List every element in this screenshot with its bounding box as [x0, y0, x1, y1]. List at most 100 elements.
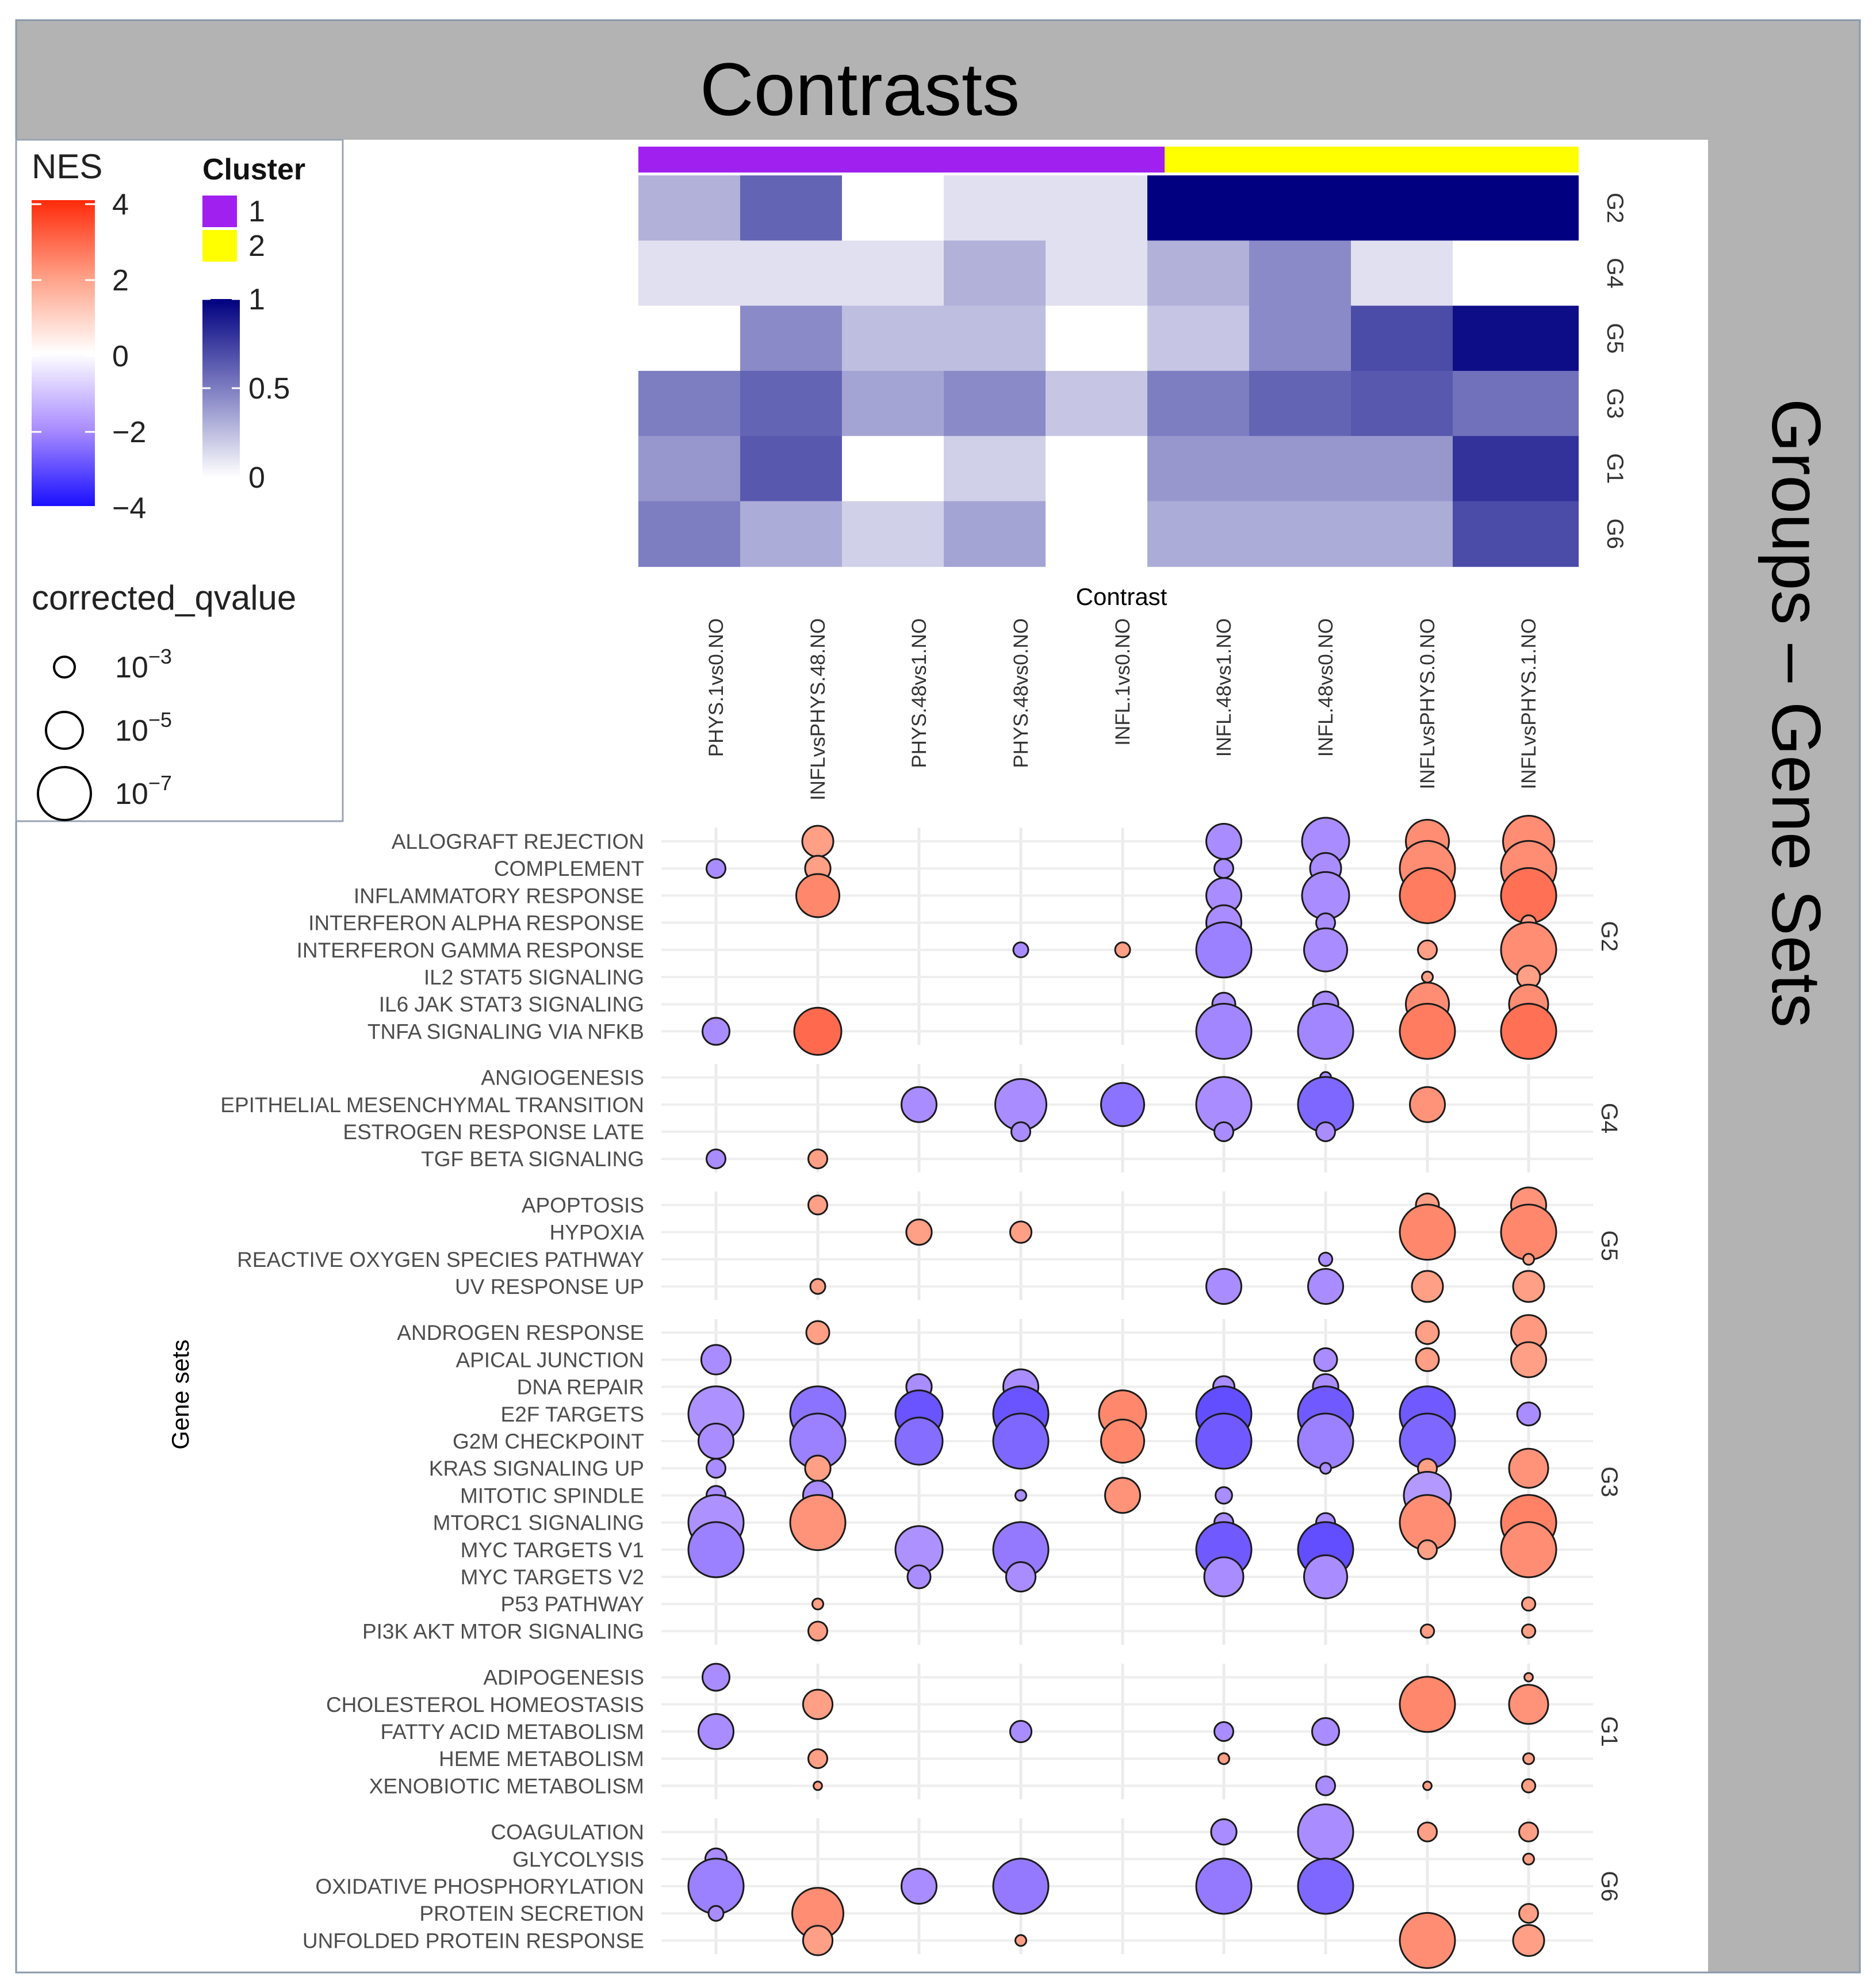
bubble — [1104, 1477, 1141, 1514]
bubble — [1417, 939, 1438, 960]
heatmap-cell — [944, 436, 1046, 502]
bubble — [1301, 871, 1350, 920]
cluster-key — [202, 196, 237, 227]
bubble — [1508, 1447, 1549, 1489]
heatmap-cell — [944, 501, 1046, 567]
heatmap-cell — [842, 240, 944, 307]
gene-label: HEME METABOLISM — [439, 1747, 644, 1771]
bubble — [1415, 1320, 1440, 1345]
gene-label: XENOBIOTIC METABOLISM — [369, 1774, 644, 1798]
bubble — [805, 1320, 830, 1345]
contrast-labels: PHYS.1vs0.NO INFLvsPHYS.48.NO PHYS.48vs1.N… — [705, 618, 1540, 800]
gene-label: DNA REPAIR — [517, 1376, 644, 1399]
heatmap-cell — [638, 370, 741, 437]
gene-label: REACTIVE OXYGEN SPECIES PATHWAY — [237, 1248, 644, 1271]
bubble — [1409, 1086, 1446, 1123]
bubble — [1508, 1684, 1549, 1725]
heatmap: G2 G4 G5 G3 G1 G6 — [638, 147, 1628, 567]
bubble — [894, 1416, 944, 1466]
qvalue-key-label: 10−5 — [115, 708, 172, 748]
heatmap-cell — [1351, 305, 1453, 371]
heatmap-cell — [1351, 175, 1453, 242]
gene-label: ADIPOGENESIS — [483, 1666, 644, 1690]
cluster-legend: Cluster 12 00.51 — [202, 153, 305, 495]
heatmap-cell — [638, 175, 741, 242]
cluster-key-label: 2 — [248, 229, 265, 263]
bubble — [1518, 1903, 1539, 1924]
bubble — [1319, 1462, 1332, 1475]
contrast-label: INFL.48vs1.NO — [1213, 618, 1235, 757]
cluster-key — [202, 230, 237, 262]
bubble — [1522, 1852, 1535, 1866]
nes-legend: NES 4 2 0 −2 −4 — [32, 147, 146, 525]
bubble — [1421, 971, 1434, 983]
heatmap-cell — [1351, 436, 1453, 502]
gene-label: TNFA SIGNALING VIA NFKB — [367, 1020, 644, 1043]
heatmap-cell — [1147, 370, 1250, 437]
heatmap-row-label: G2 — [1602, 193, 1628, 223]
gene-label: INFLAMMATORY RESPONSE — [354, 884, 644, 907]
bubble — [1521, 1778, 1537, 1794]
gene-label: MTORC1 SIGNALING — [433, 1511, 644, 1535]
bubble — [1417, 1821, 1438, 1843]
bubble — [1318, 1251, 1334, 1267]
heatmap-cell — [1351, 501, 1453, 567]
qvalue-legend-title: corrected_qvalue — [32, 579, 296, 617]
bubble — [1510, 1341, 1547, 1378]
gene-label: GLYCOLYSIS — [512, 1848, 644, 1871]
bubble — [706, 1458, 726, 1479]
bubble — [1218, 1752, 1230, 1765]
bubble — [802, 1925, 834, 1956]
bubble — [1521, 1596, 1537, 1612]
heatmap-cell — [842, 436, 944, 502]
bubble — [1213, 1121, 1234, 1142]
bubble — [811, 1598, 824, 1611]
heatmap-cell — [1453, 175, 1579, 242]
cluster-bar-1 — [638, 147, 1165, 173]
bubble — [1005, 1561, 1037, 1593]
bubble — [1399, 1002, 1456, 1060]
cluster-bar-2 — [1165, 147, 1579, 173]
gene-label: EPITHELIAL MESENCHYMAL TRANSITION — [220, 1093, 644, 1117]
heatmap-cell — [1046, 436, 1148, 502]
bubble — [1014, 1489, 1027, 1502]
gene-label: IL2 STAT5 SIGNALING — [424, 966, 644, 989]
heatmap-cell — [1046, 305, 1148, 371]
nes-tick-label: 2 — [112, 264, 129, 297]
bubble — [1399, 1912, 1456, 1969]
gene-label: APICAL JUNCTION — [455, 1348, 644, 1372]
heatmap-cell — [1046, 175, 1148, 242]
heatmap-cell — [944, 175, 1046, 242]
bubble — [1313, 1347, 1338, 1372]
heatmap-cell — [1249, 175, 1352, 242]
contrast-label: INFLvsPHYS.48.NO — [807, 618, 829, 800]
heatmap-cell — [638, 240, 741, 307]
heatmap-cell — [638, 436, 741, 502]
bubble — [901, 1868, 937, 1905]
heatmap-cell — [944, 370, 1046, 437]
contrast-label: INFLvsPHYS.0.NO — [1416, 618, 1439, 790]
bubble — [1297, 1412, 1354, 1470]
bubble — [1205, 823, 1242, 860]
bubble — [1315, 1121, 1336, 1142]
gene-label: MYC TARGETS V1 — [461, 1538, 644, 1562]
bubble — [1213, 858, 1234, 879]
bubble — [1522, 1752, 1535, 1765]
nes-tick-label: 4 — [112, 188, 129, 221]
gene-label: MYC TARGETS V2 — [461, 1565, 644, 1589]
heatmap-cell — [944, 305, 1046, 371]
bubble — [698, 1423, 734, 1460]
bubble — [706, 858, 726, 879]
nes-colorbar — [32, 200, 95, 506]
contrast-label: INFL.48vs0.NO — [1315, 618, 1337, 757]
bubble — [1500, 1204, 1557, 1261]
heatmap-row-label: G1 — [1602, 453, 1628, 484]
nes-legend-title: NES — [32, 147, 102, 186]
heatmap-cell — [1249, 305, 1352, 371]
gene-label: COAGULATION — [491, 1821, 644, 1844]
bubble — [1417, 1539, 1438, 1560]
bubble — [804, 1454, 832, 1482]
bubble — [807, 1148, 828, 1170]
contrast-label: PHYS.1vs0.NO — [705, 618, 728, 757]
